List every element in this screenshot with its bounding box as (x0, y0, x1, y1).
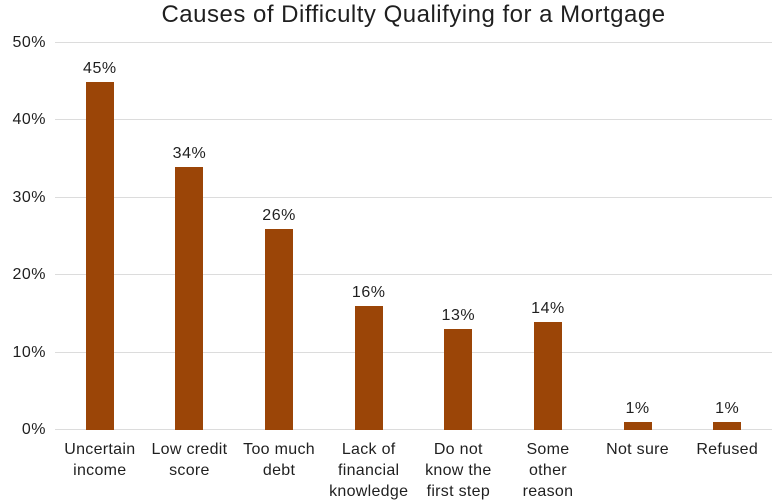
x-axis: Uncertain income Low credit score Too mu… (55, 439, 772, 502)
gridline (55, 351, 772, 353)
plot-area: 45% 34% 26% 16% 13% 14% (55, 42, 772, 430)
gridline (55, 274, 772, 276)
bar-group-lack-of-financial-knowledge: 16% (324, 43, 414, 430)
gridline (55, 119, 772, 121)
bar (444, 329, 473, 430)
y-axis-tick-label: 20% (12, 266, 46, 284)
bar-group-low-credit-score: 34% (145, 43, 235, 430)
x-axis-tick-label: Lack of financial knowledge (329, 441, 409, 500)
y-axis: 0% 10% 20% 30% 40% 50% (0, 35, 46, 438)
bar-value-label: 13% (441, 307, 476, 325)
x-axis-tick-label: Not sure (606, 441, 669, 458)
bar-group-do-not-know-first-step: 13% (414, 43, 504, 430)
bar (354, 306, 383, 430)
x-axis-baseline (55, 429, 772, 430)
bar-value-label: 1% (715, 400, 740, 418)
x-axis-tick-label: Some other reason (522, 441, 574, 500)
bar (713, 422, 742, 430)
x-axis-tick-label: Uncertain income (64, 441, 136, 479)
bar-group-some-other-reason: 14% (503, 43, 593, 430)
x-axis-tick-label: Do not know the first step (425, 441, 492, 500)
bar (623, 422, 652, 430)
bar-group-not-sure: 1% (593, 43, 683, 430)
bar-value-label: 26% (262, 206, 296, 224)
bar-group-refused: 1% (682, 43, 772, 430)
gridline (55, 196, 772, 198)
y-axis-tick-label: 40% (12, 111, 46, 129)
x-axis-tick-label: Low credit score (151, 441, 228, 479)
x-axis-tick-label: Refused (696, 441, 759, 458)
y-axis-tick-label: 30% (12, 188, 46, 206)
y-axis-tick-label: 50% (12, 34, 46, 51)
x-axis-tick-label: Too much debt (243, 441, 315, 479)
bar-value-label: 1% (625, 400, 650, 418)
chart-title: Causes of Difficulty Qualifying for a Mo… (161, 1, 666, 28)
bar (175, 166, 204, 430)
y-axis-tick-label: 10% (12, 343, 46, 361)
bar-group-too-much-debt: 26% (234, 43, 324, 430)
bar (533, 321, 562, 430)
gridline (55, 42, 772, 43)
y-axis-tick-label: 0% (21, 421, 46, 438)
bar-value-label: 16% (351, 284, 386, 302)
bar (85, 81, 114, 430)
bar (265, 228, 294, 430)
bar-value-label: 45% (83, 59, 117, 77)
bar-series: 45% 34% 26% 16% 13% 14% (55, 43, 772, 430)
bar-group-uncertain-income: 45% (55, 43, 145, 430)
bar-value-label: 14% (531, 299, 565, 317)
bar-value-label: 34% (172, 144, 207, 162)
